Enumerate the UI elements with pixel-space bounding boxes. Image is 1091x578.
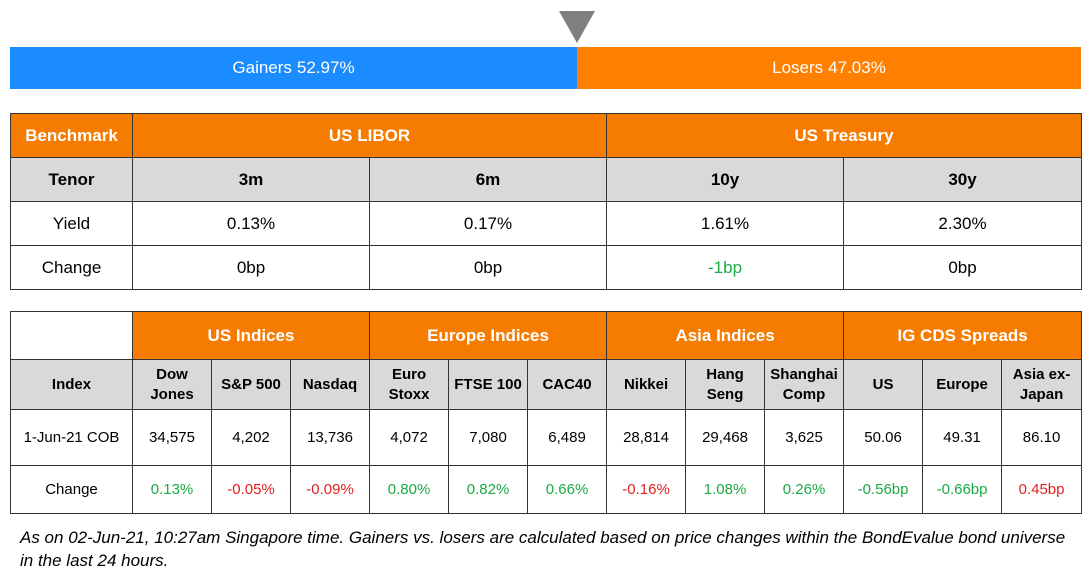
index-column-header: Euro Stoxx xyxy=(369,359,450,410)
index-value: 4,202 xyxy=(211,409,291,466)
gainers-segment: Gainers 52.97% xyxy=(10,47,577,89)
indices-table: US Indices Europe Indices Asia Indices I… xyxy=(10,311,1083,514)
index-column-header-line: Dow xyxy=(156,365,188,383)
index-column-header: Asia ex- Japan xyxy=(1001,359,1083,410)
index-change: -0.56bp xyxy=(843,465,924,514)
losers-label: Losers xyxy=(772,58,824,77)
index-change: 0.13% xyxy=(132,465,212,514)
index-column-header-line: Nasdaq xyxy=(302,375,358,393)
index-change: -0.05% xyxy=(211,465,291,514)
index-column-header-line: Seng xyxy=(706,385,744,403)
index-value: 28,814 xyxy=(606,409,687,466)
tenor-30y: 30y xyxy=(843,157,1083,202)
index-value: 4,072 xyxy=(369,409,450,466)
index-change-row: Change 0.13% -0.05% -0.09% 0.80% 0.82% 0.66% -… xyxy=(10,465,1083,514)
change-6m: 0bp xyxy=(368,245,608,290)
index-value: 49.31 xyxy=(922,409,1003,466)
index-change: -0.09% xyxy=(289,465,371,514)
index-values-row: 1-Jun-21 COB 34,575 4,202 13,736 4,072 7,080… xyxy=(10,409,1083,466)
index-value: 3,625 xyxy=(764,409,845,466)
index-column-header-line: Euro xyxy=(391,365,427,383)
group-us-libor: US LIBOR xyxy=(131,113,608,158)
change-3m: 0bp xyxy=(132,245,370,290)
group-us-treasury: US Treasury xyxy=(606,113,1083,158)
index-column-header-line: Shanghai xyxy=(770,365,838,383)
benchmark-header-row: Benchmark US LIBOR US Treasury xyxy=(10,113,1083,158)
index-label: Index xyxy=(10,359,133,410)
index-column-header-line: S&P 500 xyxy=(221,375,281,393)
index-column-header: Shanghai Comp xyxy=(764,359,845,410)
index-column-header: CAC40 xyxy=(527,359,608,410)
blank-corner xyxy=(10,311,133,360)
index-column-header: Europe xyxy=(922,359,1003,410)
index-column-header-line: US xyxy=(872,375,894,393)
benchmark-label: Benchmark xyxy=(10,113,133,158)
change-label: Change xyxy=(10,245,133,290)
index-change: 0.26% xyxy=(764,465,845,514)
yield-row: Yield 0.13% 0.17% 1.61% 2.30% xyxy=(10,201,1083,246)
tenor-6m: 6m xyxy=(368,157,608,202)
gainers-losers-bar: Gainers 52.97% Losers 47.03% xyxy=(10,47,1081,89)
index-column-header-line: Nikkei xyxy=(623,375,669,393)
tenor-row: Tenor 3m 6m 10y 30y xyxy=(10,157,1083,202)
index-column-header-line: Hang xyxy=(706,365,744,383)
index-column-header-line: FTSE 100 xyxy=(454,375,522,393)
gainers-label: Gainers xyxy=(232,58,292,77)
index-column-header: Nasdaq xyxy=(289,359,371,410)
index-value: 86.10 xyxy=(1001,409,1083,466)
group-asia-indices: Asia Indices xyxy=(606,311,845,360)
index-value: 7,080 xyxy=(448,409,529,466)
index-column-header: Nikkei xyxy=(606,359,687,410)
date-label: 1-Jun-21 COB xyxy=(10,409,133,466)
index-column-header: Hang Seng xyxy=(685,359,766,410)
yield-30y: 2.30% xyxy=(843,201,1083,246)
group-europe-indices: Europe Indices xyxy=(369,311,608,360)
index-change: -0.66bp xyxy=(922,465,1003,514)
index-change-label: Change xyxy=(10,465,133,514)
tenor-label: Tenor xyxy=(10,157,133,202)
index-column-header: Dow Jones xyxy=(132,359,212,410)
index-column-header-line: Comp xyxy=(782,385,826,403)
footnote: As on 02-Jun-21, 10:27am Singapore time.… xyxy=(20,528,1066,570)
indices-group-row: US Indices Europe Indices Asia Indices I… xyxy=(10,311,1083,360)
change-30y: 0bp xyxy=(843,245,1083,290)
index-value: 13,736 xyxy=(289,409,371,466)
index-column-header: FTSE 100 xyxy=(448,359,529,410)
index-value: 6,489 xyxy=(527,409,608,466)
index-column-header-line: Europe xyxy=(936,375,988,393)
midpoint-marker-icon xyxy=(559,11,595,43)
index-change: 1.08% xyxy=(685,465,766,514)
gainers-percentage: 52.97% xyxy=(296,58,355,77)
benchmark-change-row: Change 0bp 0bp -1bp 0bp xyxy=(10,245,1083,290)
index-column-header-line: Japan xyxy=(1019,385,1064,403)
losers-percentage: 47.03% xyxy=(828,58,886,77)
losers-segment: Losers 47.03% xyxy=(577,47,1081,89)
index-value: 34,575 xyxy=(132,409,212,466)
yield-3m: 0.13% xyxy=(132,201,370,246)
yield-10y: 1.61% xyxy=(606,201,845,246)
index-change: -0.16% xyxy=(606,465,687,514)
index-value: 29,468 xyxy=(685,409,766,466)
benchmark-table: Benchmark US LIBOR US Treasury Tenor 3m … xyxy=(10,113,1083,290)
index-column-header-line: Asia ex- xyxy=(1012,365,1071,383)
index-change: 0.45bp xyxy=(1001,465,1083,514)
index-change: 0.66% xyxy=(527,465,608,514)
group-us-indices: US Indices xyxy=(131,311,371,360)
index-column-header-line: Jones xyxy=(150,385,194,403)
tenor-3m: 3m xyxy=(132,157,370,202)
index-column-header-line: Stoxx xyxy=(388,385,430,403)
index-column-header-line: CAC40 xyxy=(542,375,592,393)
index-change: 0.80% xyxy=(369,465,450,514)
index-column-header: US xyxy=(843,359,924,410)
change-10y: -1bp xyxy=(606,245,845,290)
tenor-10y: 10y xyxy=(606,157,845,202)
index-change: 0.82% xyxy=(448,465,529,514)
yield-label: Yield xyxy=(10,201,133,246)
index-value: 50.06 xyxy=(843,409,924,466)
group-ig-cds-spreads: IG CDS Spreads xyxy=(843,311,1083,360)
index-header-row: Index Dow Jones S&P 500 Nasdaq Euro Stoxx FTSE… xyxy=(10,359,1083,410)
yield-6m: 0.17% xyxy=(368,201,608,246)
index-column-header: S&P 500 xyxy=(211,359,291,410)
